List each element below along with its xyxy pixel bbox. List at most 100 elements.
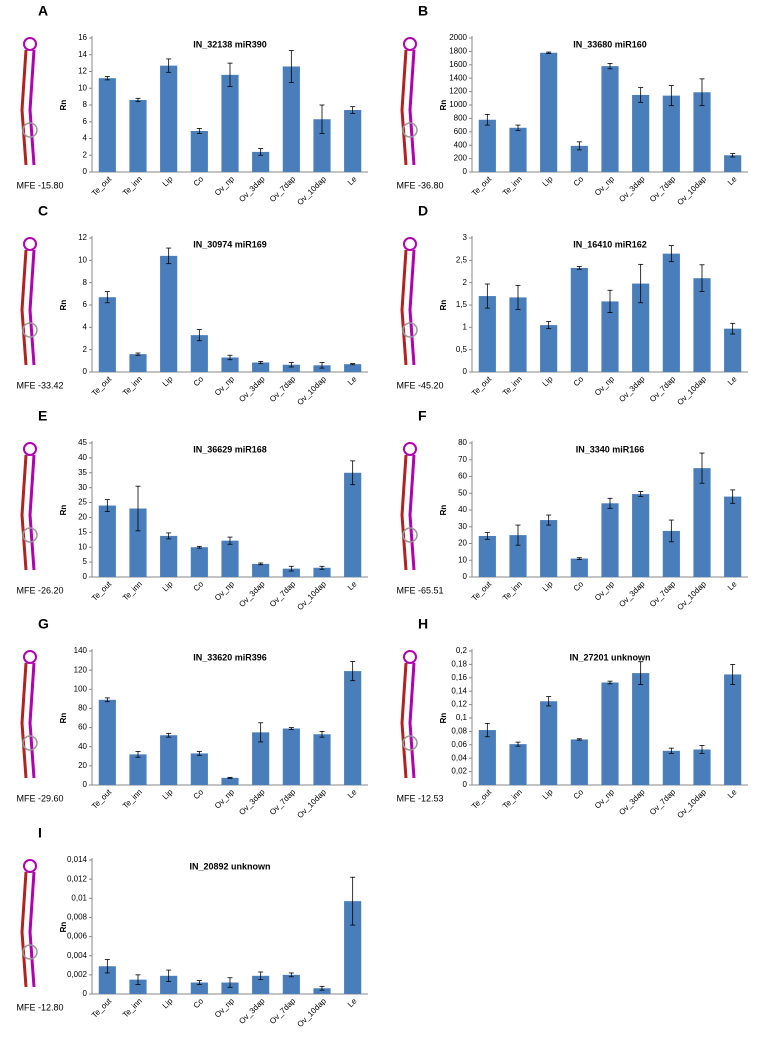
x-tick-label: Te_out: [90, 374, 114, 398]
x-tick-label: Ov_10dap: [675, 374, 708, 407]
error-bar: [258, 360, 264, 365]
x-tick-label: Ov_np: [593, 174, 616, 197]
bar: [724, 155, 742, 172]
bar: [724, 674, 742, 785]
mfe-label: MFE -26.20: [16, 585, 63, 595]
bar: [478, 119, 496, 172]
bar: [98, 966, 116, 994]
error-bar: [350, 460, 356, 486]
bar: [540, 701, 558, 785]
error-bar: [227, 776, 233, 779]
x-tick-label: Ov_3dap: [617, 579, 647, 609]
error-bar: [166, 732, 172, 738]
error-bar: [699, 264, 705, 293]
y-tick-label: 3: [463, 233, 468, 242]
hairpin-strand: [408, 662, 416, 779]
y-tick-label: 0,02: [451, 767, 467, 776]
x-tick-label: Ov_10dap: [295, 996, 328, 1029]
error-bar: [104, 76, 110, 81]
hairpin-bulge: [22, 322, 38, 338]
x-tick-label: Ov_7dap: [268, 374, 298, 404]
hairpin: [400, 650, 418, 779]
x-tick-label: Te_inn: [121, 997, 144, 1020]
error-bar: [288, 362, 294, 368]
error-bar: [484, 722, 490, 738]
mfe-label: MFE -65.51: [396, 585, 443, 595]
bar: [724, 496, 742, 577]
x-tick-label: Lip: [541, 174, 555, 188]
x-tick-label: Le: [346, 174, 359, 187]
mfe-label: MFE -33.42: [16, 380, 63, 390]
y-tick-label: 0: [83, 780, 88, 789]
x-tick-label: Te_out: [470, 174, 494, 198]
error-bar: [196, 329, 202, 342]
bar: [160, 65, 178, 172]
panel-letter: C: [38, 203, 48, 219]
mfe-label: MFE -45.20: [396, 380, 443, 390]
hairpin-strand: [408, 49, 416, 166]
error-bar: [576, 557, 582, 560]
bar: [693, 468, 711, 577]
error-bar: [730, 322, 736, 335]
x-tick-label: Ov_7dap: [268, 787, 298, 817]
bar: [252, 975, 270, 994]
x-tick-label: Le: [346, 996, 359, 1009]
hairpin-strand: [408, 249, 416, 366]
bar: [632, 283, 650, 372]
hairpin-strand: [20, 662, 28, 779]
error-bar: [350, 106, 356, 114]
mfe-label: MFE -12.53: [396, 793, 443, 803]
error-bar: [546, 321, 552, 330]
bar: [344, 901, 362, 994]
bar: [313, 567, 331, 577]
y-axis-label: Rn: [439, 505, 448, 516]
x-tick-label: Co: [192, 787, 206, 801]
error-bar: [258, 562, 264, 566]
bar: [282, 568, 300, 577]
y-tick-label: 120: [74, 665, 88, 674]
y-tick-label: 45: [78, 438, 87, 447]
bar: [632, 494, 650, 577]
y-tick-label: 10: [458, 555, 467, 564]
x-tick-label: Ov_10dap: [675, 579, 708, 612]
x-tick-label: Co: [572, 787, 586, 801]
panel-letter: F: [418, 408, 427, 424]
error-bar: [350, 363, 356, 366]
y-tick-label: 50: [458, 488, 467, 497]
hairpin-bulge: [22, 944, 38, 960]
bar: [190, 753, 208, 785]
y-tick-label: 2000: [449, 33, 467, 42]
error-bar: [668, 519, 674, 543]
hairpin-loop: [403, 237, 417, 251]
bar: [601, 682, 619, 785]
chart-title: IN_36629 miR168: [193, 444, 267, 454]
hairpin-bulge: [22, 122, 38, 138]
x-tick-label: Lip: [161, 996, 175, 1010]
y-tick-label: 0,04: [451, 753, 467, 762]
error-bar: [607, 63, 613, 70]
y-tick-label: 20: [78, 761, 87, 770]
error-bar: [258, 148, 264, 156]
mfe-label: MFE -12.80: [16, 1002, 63, 1012]
x-tick-label: Te_out: [90, 579, 114, 603]
x-tick-label: Te_inn: [501, 580, 524, 603]
x-tick-label: Ov_10dap: [675, 787, 708, 820]
x-tick-label: Ov_np: [593, 787, 616, 810]
x-tick-label: Te_inn: [121, 175, 144, 198]
x-tick-label: Ov_10dap: [295, 374, 328, 407]
error-bar: [104, 697, 110, 703]
error-bar: [350, 661, 356, 682]
y-tick-label: 0,014: [67, 855, 88, 864]
bar: [252, 362, 270, 372]
x-tick-label: Co: [572, 579, 586, 593]
x-tick-label: Te_inn: [501, 788, 524, 811]
bar: [160, 735, 178, 785]
error-bar: [730, 664, 736, 685]
chart-title: IN_3340 miR166: [576, 444, 645, 454]
error-bar: [350, 876, 356, 926]
bar: [313, 365, 331, 372]
hairpin: [20, 650, 38, 779]
error-bar: [227, 977, 233, 988]
error-bar: [730, 489, 736, 504]
